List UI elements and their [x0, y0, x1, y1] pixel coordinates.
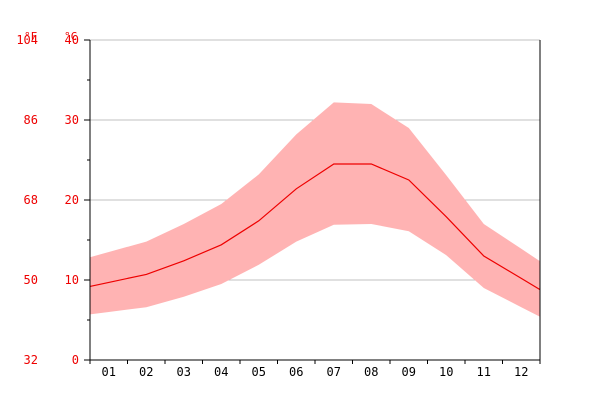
month-label-01: 01	[102, 365, 116, 379]
fahrenheit-unit-label: °F	[24, 30, 37, 43]
axis-labels: °F °C 0 32 10 50 20 68 30 86 40 104 01 02 03 04 05 06 07…	[16, 30, 528, 379]
celsius-tick-label-40: 40	[65, 33, 79, 47]
celsius-unit-label: °C	[64, 30, 77, 43]
month-label-11: 11	[477, 365, 491, 379]
month-label-03: 03	[177, 365, 191, 379]
month-label-05: 05	[252, 365, 266, 379]
temperature-range-band	[90, 102, 540, 317]
mean-line	[89, 163, 541, 291]
fahrenheit-tick-label-104: 104	[16, 33, 38, 47]
month-label-04: 04	[214, 365, 228, 379]
month-label-06: 06	[289, 365, 303, 379]
fahrenheit-tick-label-68: 68	[24, 193, 38, 207]
celsius-tick-label-30: 30	[65, 113, 79, 127]
fahrenheit-tick-label-86: 86	[24, 113, 38, 127]
mean-temperature-line	[89, 163, 541, 291]
month-label-07: 07	[327, 365, 341, 379]
celsius-tick-label-20: 20	[65, 193, 79, 207]
month-label-08: 08	[364, 365, 378, 379]
fahrenheit-tick-label-32: 32	[24, 353, 38, 367]
month-label-10: 10	[439, 365, 453, 379]
celsius-tick-label-10: 10	[65, 273, 79, 287]
month-label-12: 12	[514, 365, 528, 379]
axes	[84, 39, 541, 364]
min-max-range-area	[90, 102, 540, 317]
month-label-09: 09	[402, 365, 416, 379]
fahrenheit-tick-label-50: 50	[24, 273, 38, 287]
celsius-tick-label-0: 0	[72, 353, 79, 367]
month-label-02: 02	[139, 365, 153, 379]
